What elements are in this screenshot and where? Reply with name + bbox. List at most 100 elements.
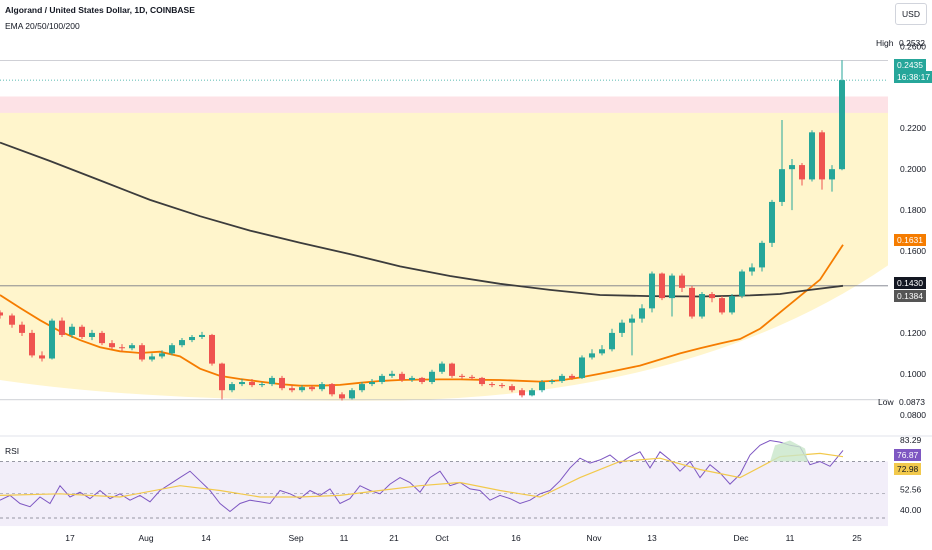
current-price-tag: 0.2435	[894, 59, 926, 71]
candle-body	[79, 326, 85, 337]
candle-body	[349, 390, 355, 399]
time-tick-label: 11	[786, 533, 795, 543]
candle-body	[499, 385, 505, 387]
time-tick-label: 17	[65, 533, 75, 543]
candle-body	[189, 336, 195, 341]
candle-body	[159, 353, 165, 357]
ema50-tag: 0.1631	[894, 234, 926, 246]
candle-body	[169, 345, 175, 354]
candle-body	[489, 384, 495, 386]
candle-body	[0, 312, 3, 316]
candle-body	[689, 287, 695, 317]
candle-body	[9, 315, 15, 325]
candle-body	[539, 382, 545, 391]
candle-body	[199, 334, 205, 337]
candle-body	[339, 394, 345, 399]
candle-body	[209, 334, 215, 364]
candle-body	[699, 294, 705, 317]
candle-body	[779, 169, 785, 202]
candle-body	[389, 373, 395, 376]
price-tick-label: 0.1000	[900, 369, 926, 379]
candle-body	[829, 169, 835, 180]
candle-body	[19, 324, 25, 333]
candle-body	[579, 357, 585, 378]
candle-body	[509, 386, 515, 391]
rsi-pane	[0, 435, 932, 527]
candle-body	[599, 349, 605, 354]
channel-band	[0, 105, 888, 401]
candle-body	[359, 384, 365, 391]
candle-body	[719, 298, 725, 313]
candle-body	[219, 363, 225, 391]
rsi-label: RSI	[5, 446, 20, 456]
time-tick-label: Nov	[586, 533, 602, 543]
candle-body	[279, 377, 285, 389]
candle-body	[799, 165, 805, 180]
candle-body	[99, 332, 105, 344]
time-tick-label: 11	[340, 533, 349, 543]
price-tick-label: 0.2600	[900, 41, 926, 51]
candle-body	[519, 390, 525, 396]
time-tick-label: 21	[389, 533, 399, 543]
candle-body	[529, 390, 535, 396]
candle-body	[589, 353, 595, 358]
candle-body	[549, 380, 555, 383]
price-tick-label: 0.0800	[900, 410, 926, 420]
candle-body	[399, 373, 405, 380]
time-tick-label: Sep	[288, 533, 303, 543]
yellow-channel-band	[0, 96, 888, 401]
time-tick-label: 16	[511, 533, 521, 543]
candle-body	[309, 387, 315, 390]
candle-body	[179, 340, 185, 346]
price-tick-label: 0.1200	[900, 328, 926, 338]
price-tick-label: 0.1800	[900, 205, 926, 215]
candle-body	[469, 376, 475, 378]
candle-body	[289, 388, 295, 391]
candles	[0, 60, 845, 401]
candle-body	[249, 382, 255, 386]
candle-body	[769, 201, 775, 243]
candle-body	[109, 343, 115, 348]
candle-body	[839, 80, 845, 170]
candle-body	[239, 382, 245, 385]
time-tick-label: 13	[647, 533, 657, 543]
candle-body	[459, 375, 465, 377]
indicator-label: EMA 20/50/100/200	[5, 21, 80, 31]
axes: 0.2600 0.2200 0.2000 0.1800 0.1600 0.1200 0.10…	[65, 41, 926, 543]
candle-body	[659, 273, 665, 299]
high-label: High	[876, 38, 894, 48]
candle-body	[259, 384, 265, 386]
candle-body	[819, 132, 825, 180]
candle-body	[679, 275, 685, 288]
time-tick-label: Oct	[435, 533, 449, 543]
candle-body	[319, 384, 325, 390]
candle-body	[269, 377, 275, 385]
candle-body	[749, 267, 755, 272]
candle-body	[619, 322, 625, 333]
countdown-tag: 16:38:17	[894, 71, 932, 83]
candle-body	[739, 271, 745, 297]
time-tick-label: 14	[201, 533, 211, 543]
candle-body	[59, 320, 65, 335]
candle-body	[299, 387, 305, 391]
price-tick-label: 0.1600	[900, 246, 926, 256]
candle-body	[559, 375, 565, 381]
chart-title: Algorand / United States Dollar, 1D, COI…	[5, 5, 195, 15]
candle-body	[649, 273, 655, 309]
candle-body	[439, 363, 445, 372]
rsi-ma-tag: 72.98	[894, 463, 922, 475]
candle-body	[429, 371, 435, 383]
candle-body	[479, 377, 485, 385]
low-label: Low	[878, 397, 894, 407]
rsi-line	[0, 439, 844, 513]
time-tick-label: 25	[852, 533, 862, 543]
currency-button[interactable]: USD	[895, 3, 927, 25]
candle-body	[419, 377, 425, 383]
candle-body	[409, 377, 415, 380]
price-tick-label: 0.2000	[900, 164, 926, 174]
rsi-ma-line	[0, 452, 844, 498]
candle-body	[379, 375, 385, 383]
rsi-tick-label: 40.00	[900, 505, 922, 515]
candle-body	[609, 332, 615, 350]
